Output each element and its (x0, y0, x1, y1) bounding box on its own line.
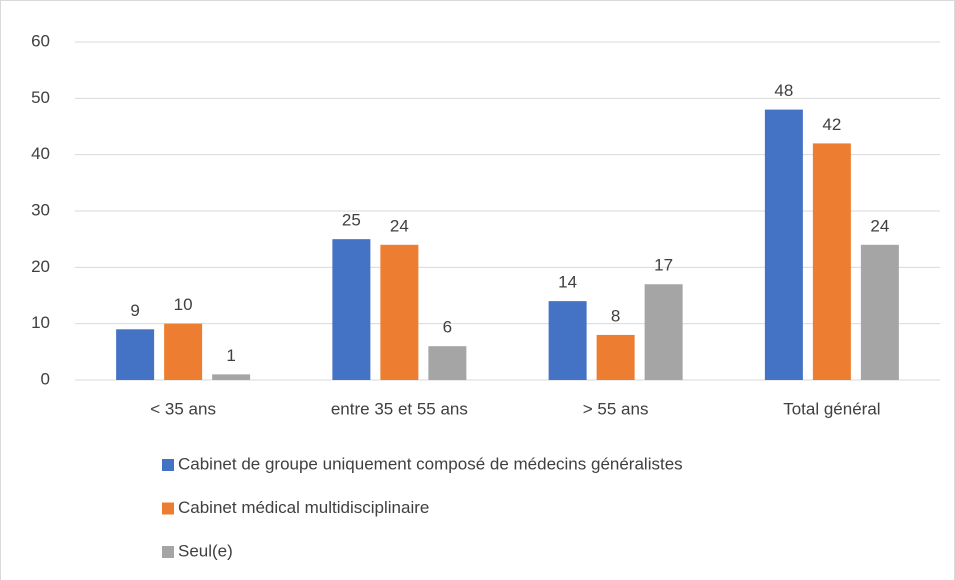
y-tick-label: 40 (31, 144, 50, 163)
data-label: 25 (342, 211, 361, 230)
legend-swatch (162, 502, 174, 515)
data-label: 48 (774, 81, 793, 100)
x-tick-label: < 35 ans (150, 399, 216, 418)
bar (812, 143, 851, 380)
data-label: 8 (611, 306, 620, 325)
y-tick-label: 0 (41, 369, 50, 388)
bar (212, 374, 251, 380)
x-tick-label: Total général (783, 399, 880, 418)
data-label: 9 (130, 301, 139, 320)
legend-label: Cabinet médical multidisciplinaire (178, 498, 429, 517)
legend-label: Cabinet de groupe uniquement composé de … (178, 454, 683, 473)
data-label: 6 (443, 318, 452, 337)
y-tick-label: 30 (31, 200, 50, 219)
bar (596, 334, 635, 380)
legend-swatch (162, 459, 174, 471)
y-tick-label: 60 (31, 31, 50, 50)
bar (644, 284, 683, 380)
y-tick-label: 20 (31, 257, 50, 276)
x-tick-label: entre 35 et 55 ans (331, 399, 468, 418)
y-tick-label: 10 (31, 313, 50, 332)
data-label: 14 (558, 273, 577, 292)
bar (164, 323, 203, 380)
bar (380, 244, 419, 380)
bar (428, 346, 467, 380)
legend-swatch (162, 546, 174, 558)
bar (548, 301, 587, 380)
data-label: 24 (390, 216, 409, 235)
data-label: 24 (870, 216, 889, 235)
x-tick-label: > 55 ans (583, 399, 649, 418)
bar (332, 239, 371, 380)
bar (860, 244, 899, 380)
data-label: 1 (226, 346, 235, 365)
bar (764, 109, 803, 380)
legend-label: Seul(e) (178, 541, 233, 560)
y-tick-label: 50 (31, 88, 50, 107)
data-label: 42 (822, 115, 841, 134)
data-label: 17 (654, 256, 673, 275)
data-label: 10 (174, 295, 193, 314)
bar (116, 329, 155, 380)
